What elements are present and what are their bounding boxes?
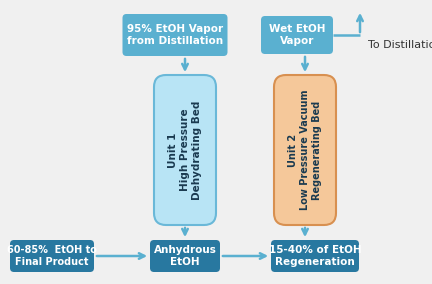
Text: To Distillation: To Distillation — [368, 40, 432, 50]
Text: Anhydrous
EtOH: Anhydrous EtOH — [153, 245, 216, 267]
FancyBboxPatch shape — [271, 240, 359, 272]
Text: Wet EtOH
Vapor: Wet EtOH Vapor — [269, 24, 325, 46]
FancyBboxPatch shape — [150, 240, 220, 272]
FancyBboxPatch shape — [261, 16, 333, 54]
FancyBboxPatch shape — [274, 75, 336, 225]
Text: 95% EtOH Vapor
from Distillation: 95% EtOH Vapor from Distillation — [127, 24, 223, 46]
Text: Unit 1
High Pressure
Dehydrating Bed: Unit 1 High Pressure Dehydrating Bed — [168, 100, 202, 200]
FancyBboxPatch shape — [10, 240, 94, 272]
Text: 60-85%  EtOH to
Final Product: 60-85% EtOH to Final Product — [7, 245, 97, 267]
Text: 15-40% of EtOH
Regeneration: 15-40% of EtOH Regeneration — [269, 245, 361, 267]
FancyBboxPatch shape — [154, 75, 216, 225]
Text: Unit 2
Low Pressure Vacuum
Regenerating Bed: Unit 2 Low Pressure Vacuum Regenerating … — [289, 90, 321, 210]
FancyBboxPatch shape — [123, 14, 228, 56]
